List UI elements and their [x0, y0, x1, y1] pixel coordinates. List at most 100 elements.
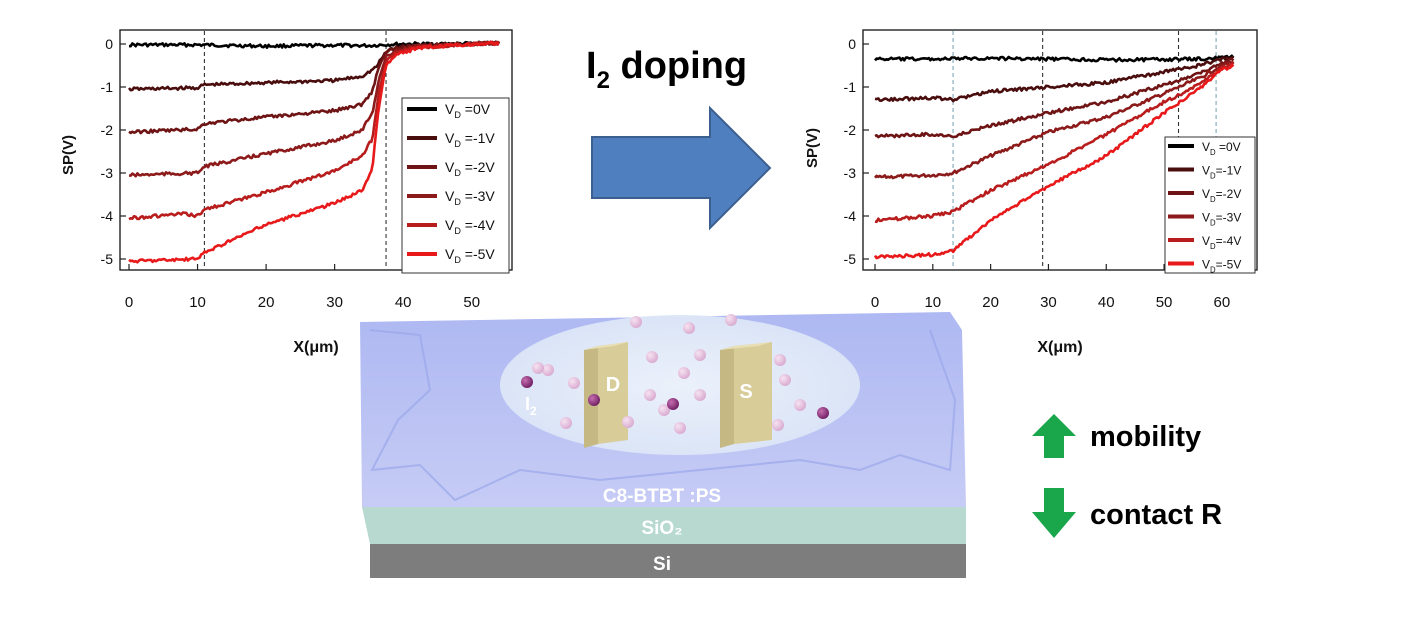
device-schematic: Si SiO₂ C8-BTBT :PS D S I2 [360, 312, 966, 578]
sio2-layer [362, 507, 966, 544]
down-arrow-icon [1032, 488, 1076, 538]
series-line-5 [128, 40, 500, 264]
iodine-molecule [779, 374, 791, 386]
legend-label: VD =-5V [445, 246, 495, 265]
x-tick-label: 0 [871, 294, 879, 311]
y-tick-label: -2 [844, 122, 857, 138]
y-tick-label: -5 [844, 251, 857, 267]
legend-label: VD =-3V [445, 188, 495, 207]
legend-label: VD=-1V [1202, 164, 1241, 181]
iodine-molecule [532, 362, 544, 374]
iodine-label-sub: 2 [530, 404, 537, 418]
doping-title-rest: doping [610, 45, 747, 87]
source-label: S [739, 381, 752, 403]
series-line-0 [874, 54, 1235, 63]
effects-panel: mobility contact R [1032, 414, 1222, 538]
series-line-1 [874, 55, 1235, 103]
y-tick-label: -1 [101, 79, 114, 95]
series-line-3 [128, 40, 500, 178]
legend-label: VD=-3V [1202, 211, 1241, 228]
x-tick-label: 0 [125, 294, 133, 311]
iodine-label: I2 [525, 394, 537, 418]
iodine-molecule [694, 349, 706, 361]
y-ticks-group: 0 -1 -2 -3 -4 -5 [101, 36, 126, 267]
c8btbt-texture [369, 329, 957, 502]
si-label: Si [653, 554, 671, 575]
x-tick-label: 30 [1040, 294, 1057, 311]
x-ticks-group: 0 10 20 30 40 50 60 [871, 264, 1230, 311]
y-tick-label: -3 [101, 165, 114, 181]
x-ticks-group: 0 10 20 30 40 50 [125, 264, 480, 311]
iodine-molecule [644, 389, 656, 401]
iodine-label-main: I [525, 394, 530, 414]
contact-label: contact R [1090, 499, 1222, 531]
y-tick-label: -2 [101, 122, 114, 138]
iodine-molecule [542, 364, 554, 376]
legend-box [1164, 136, 1256, 274]
legend-label: VD =0V [1202, 140, 1241, 157]
y-ticks-group: 0 -1 -2 -3 -4 -5 [844, 36, 869, 267]
x-tick-label: 30 [326, 294, 343, 311]
iodine-molecule [683, 322, 695, 334]
iodine-molecule [646, 351, 658, 363]
up-arrow-icon [1032, 414, 1076, 458]
iodine-molecule [630, 316, 642, 328]
series-line-4 [874, 61, 1235, 224]
drain-electrode [584, 342, 628, 448]
legend-label: VD=-2V [1202, 187, 1241, 204]
x-tick-label: 20 [258, 294, 275, 311]
drain-label: D [606, 374, 620, 396]
iodine-molecules [521, 314, 829, 434]
x-tick-label: 50 [463, 294, 480, 311]
iodine-molecule-dark [521, 376, 533, 388]
x-tick-label: 10 [189, 294, 206, 311]
c8btbt-label: C8-BTBT :PS [603, 486, 721, 507]
iodine-molecule [560, 417, 572, 429]
series-group [127, 40, 501, 264]
iodine-molecule [772, 419, 784, 431]
y-tick-label: -5 [101, 251, 114, 267]
x-tick-label: 20 [982, 294, 999, 311]
iodine-molecule [694, 389, 706, 401]
iodine-molecule [622, 416, 634, 428]
x-tick-label: 10 [924, 294, 941, 311]
series-line-2 [874, 57, 1235, 139]
plot-frame [862, 29, 1258, 271]
series-line-5 [873, 63, 1235, 260]
x-tick-label: 50 [1156, 294, 1173, 311]
right-arrow [591, 105, 772, 231]
iodine-molecule [794, 399, 806, 411]
iodine-molecule [678, 367, 690, 379]
x-axis-label: X(μm) [1037, 339, 1082, 356]
x-tick-label: 60 [1214, 294, 1231, 311]
y-tick-label: -1 [844, 79, 857, 95]
legend: VD =0V VD=-1V VD=-2V VD=-3V VD=-4V VD=-5V [1164, 136, 1256, 275]
iodine-molecule [725, 314, 737, 326]
series-group [873, 54, 1235, 260]
mobility-label: mobility [1090, 421, 1201, 453]
legend-label: VD=-5V [1202, 258, 1241, 275]
si-layer [370, 544, 966, 578]
y-tick-label: -4 [844, 208, 857, 224]
doping-title-main: I [586, 45, 597, 87]
doping-title-sub: 2 [597, 67, 610, 94]
sio2-label: SiO₂ [641, 518, 682, 539]
svg-text:I2 doping: I2 doping [586, 45, 747, 94]
iodine-molecule [658, 404, 670, 416]
y-tick-label: -4 [101, 208, 114, 224]
y-axis-label: SP(V) [804, 128, 821, 168]
source-electrode [720, 342, 772, 448]
iodine-molecule [674, 422, 686, 434]
legend-box [401, 97, 510, 274]
doping-title: I2 doping [586, 45, 747, 94]
x-tick-label: 40 [395, 294, 412, 311]
legend: VD =0V VD =-1V VD =-2V VD =-3V VD =-4V VD =-5… [401, 97, 510, 274]
iodine-molecule [774, 354, 786, 366]
y-tick-label: -3 [844, 165, 857, 181]
y-tick-label: 0 [105, 36, 113, 52]
series-line-1 [127, 40, 500, 92]
iodine-molecule [568, 377, 580, 389]
legend-label: VD =-1V [445, 130, 495, 149]
legend-label: VD =-4V [445, 217, 495, 236]
